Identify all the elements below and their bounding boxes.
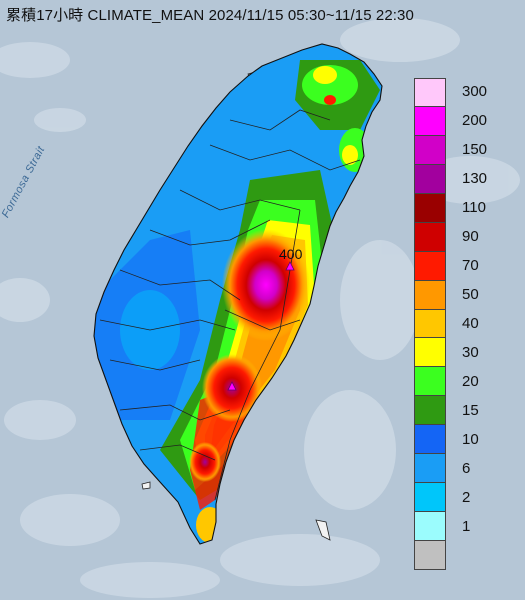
legend-swatch — [414, 280, 446, 310]
legend-label: 15 — [462, 401, 479, 419]
legend-row: 110 — [414, 193, 506, 223]
secondary-peak-marker — [227, 381, 237, 391]
legend-row: 150 — [414, 135, 506, 165]
offshore-island — [141, 481, 151, 490]
legend-swatch — [414, 309, 446, 339]
legend-row: 30 — [414, 338, 506, 368]
legend-row: 1 — [414, 512, 506, 542]
legend-swatch — [414, 454, 446, 484]
legend-swatch — [414, 106, 446, 136]
legend-swatch — [414, 483, 446, 513]
legend-swatch — [414, 541, 446, 570]
legend-row: 50 — [414, 280, 506, 310]
legend-row: 6 — [414, 454, 506, 484]
legend-swatch — [414, 338, 446, 368]
legend-label: 30 — [462, 343, 479, 361]
legend-row: 10 — [414, 425, 506, 455]
legend-label: 70 — [462, 257, 479, 275]
legend-row: 300 — [414, 78, 506, 107]
offshore-island — [315, 519, 331, 541]
legend-label: 10 — [462, 430, 479, 448]
legend-label: 110 — [462, 199, 486, 217]
legend-row — [414, 541, 506, 570]
peak-value-label: 400 — [279, 246, 303, 262]
legend-row: 40 — [414, 309, 506, 339]
legend-label: 40 — [462, 314, 479, 332]
legend-label: 1 — [462, 517, 471, 535]
legend-label: 50 — [462, 286, 479, 304]
legend-swatch — [414, 251, 446, 281]
legend-swatch — [414, 396, 446, 426]
legend-row: 2 — [414, 483, 506, 513]
map-title: 累積17小時 CLIMATE_MEAN 2024/11/15 05:30~11/… — [6, 7, 414, 24]
legend-row: 200 — [414, 106, 506, 136]
legend-label: 300 — [462, 83, 488, 101]
legend-swatch — [414, 512, 446, 542]
legend-label: 20 — [462, 372, 479, 390]
color-legend: 300 200 150 130 110 90 70 50 40 30 20 15 10 6 2 1 — [414, 78, 506, 570]
legend-swatch — [414, 222, 446, 252]
peak-marker — [285, 261, 295, 271]
county-boundaries — [99, 109, 361, 501]
island-outline — [93, 43, 383, 545]
legend-row: 70 — [414, 251, 506, 281]
legend-label: 2 — [462, 488, 471, 506]
legend-swatch — [414, 135, 446, 165]
legend-label: 200 — [462, 112, 488, 130]
legend-label: 130 — [462, 170, 488, 188]
legend-swatch — [414, 78, 446, 107]
legend-swatch — [414, 425, 446, 455]
legend-swatch — [414, 164, 446, 194]
legend-label: 90 — [462, 228, 479, 246]
legend-swatch — [414, 193, 446, 223]
rainfall-field — [94, 44, 382, 544]
legend-swatch — [414, 367, 446, 397]
legend-label: 150 — [462, 141, 488, 159]
legend-row: 130 — [414, 164, 506, 194]
legend-label: 6 — [462, 459, 471, 477]
legend-row: 20 — [414, 367, 506, 397]
legend-row: 90 — [414, 222, 506, 252]
legend-row: 15 — [414, 396, 506, 426]
